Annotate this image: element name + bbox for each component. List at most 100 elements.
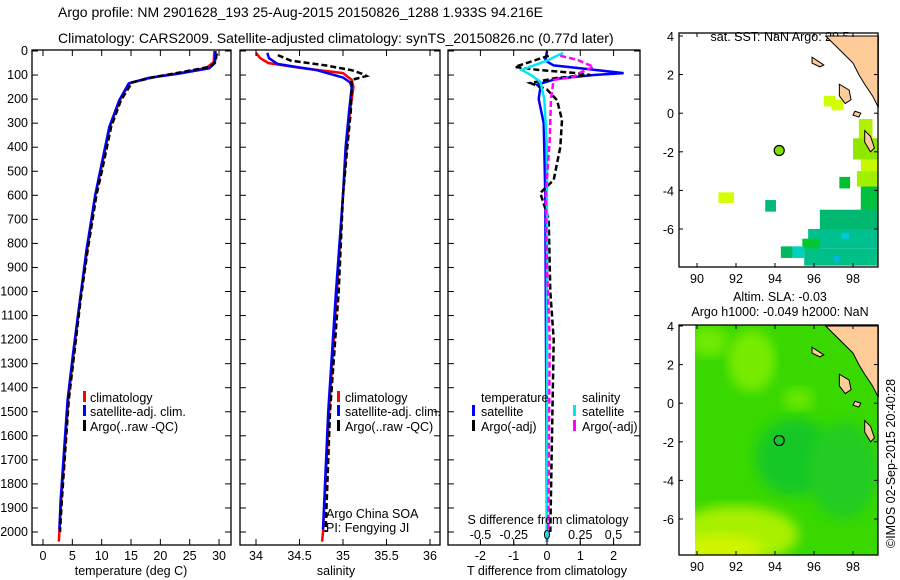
legend-satellite: satellite-adj. clim.	[345, 405, 441, 419]
s-tick-label: 0.5	[605, 528, 622, 542]
map-y-tick-label: -6	[663, 513, 674, 527]
figure-title-line2: Climatology: CARS2009. Satellite-adjuste…	[58, 30, 614, 46]
map-y-tick-label: -4	[663, 474, 674, 488]
x-tick-label: 15	[124, 549, 138, 563]
argo-position-marker	[773, 144, 785, 157]
map-y-tick-label: 2	[667, 359, 674, 373]
legend-satellite-swatch	[337, 405, 340, 416]
x-tick-label: -1	[508, 549, 519, 563]
y-tick-label: 1900	[0, 501, 28, 515]
temperature-xlabel: temperature (deg C)	[75, 564, 188, 578]
salinity-panel: 34 34.5 35 35.5 36 salinity climatology sate…	[239, 49, 441, 578]
y-tick-label: 1400	[0, 381, 28, 395]
map-y-tick-label: -2	[663, 436, 674, 450]
series-line-s-argo-adj	[544, 54, 597, 533]
land-island	[852, 110, 862, 118]
argo-position-marker	[773, 434, 785, 447]
sla-patch	[782, 387, 815, 411]
land-island	[811, 346, 825, 358]
sst-cell	[802, 238, 820, 251]
sst-cell	[823, 95, 836, 107]
legend-climatology-swatch	[83, 391, 86, 402]
temperature-panel: 0100200300400500600700800900100011001200…	[0, 44, 232, 578]
sst-cell	[860, 186, 879, 214]
land-island	[852, 400, 862, 408]
sst-cell	[839, 176, 851, 189]
salinity-axes-frame	[239, 49, 441, 546]
x-tick-label: 0	[544, 549, 551, 563]
y-tick-label: 800	[7, 236, 28, 250]
copyright-timestamp: ©IMOS 02-Sep-2015 20:40:28	[884, 379, 898, 548]
sla-patch	[728, 329, 775, 392]
x-tick-label: 36	[423, 549, 437, 563]
x-tick-label: 30	[212, 549, 226, 563]
sst-cell	[718, 192, 735, 203]
s-tick-label: 0	[544, 528, 551, 542]
x-tick-label: 2	[610, 549, 617, 563]
y-tick-label: 2000	[0, 525, 28, 539]
sst-map-frame	[678, 32, 879, 268]
legend-t-argo: Argo(-adj)	[481, 420, 537, 434]
sla-map-panel: Altim. SLA: -0.03 Argo h1000: -0.049 h20…	[663, 290, 879, 574]
annotation-pi: PI: Fengying JI	[326, 521, 409, 535]
sst-cell	[833, 256, 840, 262]
x-tick-label: -2	[475, 549, 486, 563]
map-x-tick-label: 90	[690, 272, 704, 286]
figure-title-line1: Argo profile: NM 2901628_193 25-Aug-2015…	[58, 4, 543, 20]
sst-cell	[860, 159, 879, 172]
sst-cell	[765, 200, 776, 212]
annotation-institution: Argo China SOA	[326, 507, 419, 521]
s-tick-label: -0.5	[470, 528, 492, 542]
s-tick-label: -0.25	[500, 528, 529, 542]
sla-patch	[695, 326, 729, 357]
land-island	[838, 83, 852, 105]
x-tick-label: 5	[69, 549, 76, 563]
x-tick-label: 10	[95, 549, 109, 563]
legend-argo: Argo(..raw -QC)	[90, 420, 178, 434]
y-tick-label: 200	[7, 92, 28, 106]
y-tick-label: 900	[7, 260, 28, 274]
sla-map-title: Altim. SLA: -0.03	[733, 290, 827, 304]
y-tick-label: 1000	[0, 285, 28, 299]
y-tick-label: 100	[7, 68, 28, 82]
y-tick-label: 1200	[0, 333, 28, 347]
sla-map-subtitle: Argo h1000: -0.049 h2000: NaN	[691, 305, 868, 319]
x-tick-label: 34	[249, 549, 263, 563]
land-island	[838, 373, 852, 395]
x-tick-label: 35	[336, 549, 350, 563]
map-x-tick-label: 92	[729, 560, 743, 574]
map-y-tick-label: -4	[663, 184, 674, 198]
y-tick-label: 600	[7, 188, 28, 202]
sla-patch	[808, 422, 878, 519]
sst-cell	[792, 246, 805, 258]
legend-argo-swatch	[83, 420, 86, 431]
difference-axes-frame	[447, 49, 641, 546]
legend-s-argo-swatch	[573, 420, 576, 431]
legend-header-salinity: salinity	[582, 391, 621, 405]
y-tick-label: 1500	[0, 405, 28, 419]
series-line-t-argo-adj	[514, 54, 591, 533]
y-tick-label: 0	[21, 44, 28, 58]
x-tick-label: 34.5	[287, 549, 311, 563]
map-x-tick-label: 96	[807, 560, 821, 574]
series-line-satellite-adj-clim	[266, 52, 353, 530]
series-line-argo-raw-qc	[277, 53, 371, 533]
sst-cell	[856, 171, 879, 187]
map-y-tick-label: 4	[667, 320, 674, 334]
series-line-s-satellite	[518, 51, 564, 542]
map-x-tick-label: 90	[690, 560, 704, 574]
x-tick-label: 1	[577, 549, 584, 563]
y-tick-label: 1700	[0, 453, 28, 467]
map-y-tick-label: 0	[667, 397, 674, 411]
y-tick-label: 1100	[1, 309, 28, 323]
sst-cell	[819, 209, 879, 229]
difference-panel: -2 -1 0 1 2 -0.5 -0.25 0 0.25 0.5 T difference fr…	[447, 49, 641, 578]
s-tick-label: 0.25	[568, 528, 592, 542]
sla-field	[695, 325, 878, 555]
sla-patch	[695, 534, 764, 555]
land-island	[864, 419, 876, 443]
map-x-tick-label: 94	[768, 560, 782, 574]
t-difference-xlabel: T difference from climatology	[467, 564, 628, 578]
salinity-xlabel: salinity	[317, 564, 356, 578]
